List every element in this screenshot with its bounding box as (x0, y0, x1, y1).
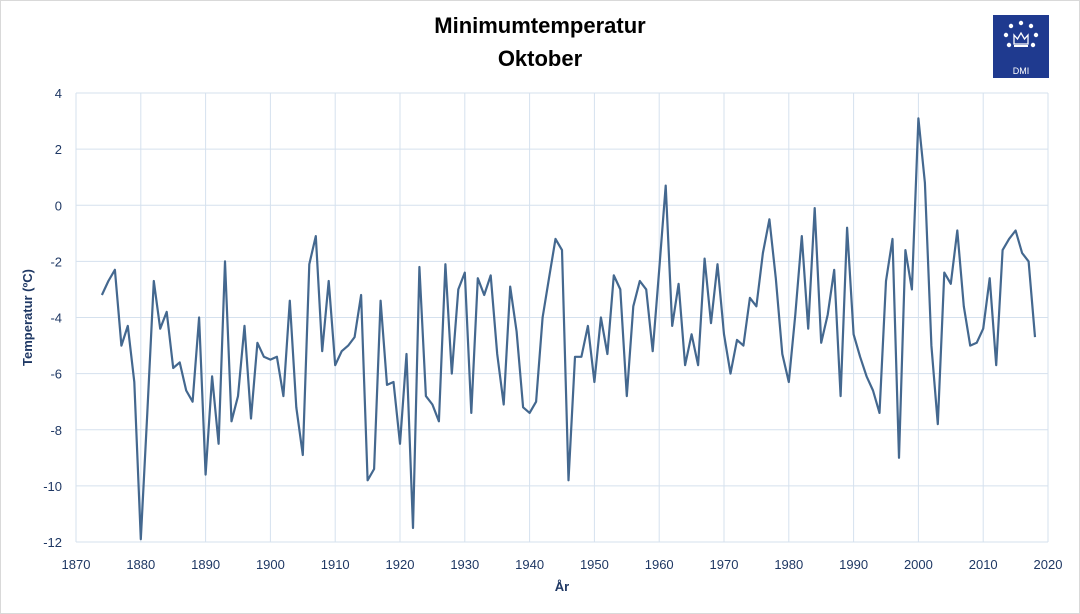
x-tick-label: 2000 (904, 557, 933, 572)
x-tick-label: 2020 (1034, 557, 1063, 572)
y-axis-label: Temperatur (ºC) (20, 269, 35, 366)
y-tick-label: -8 (50, 423, 62, 438)
y-tick-label: -2 (50, 254, 62, 269)
series-lines (100, 117, 1037, 541)
y-tick-label: 0 (55, 198, 62, 213)
x-tick-label: 1900 (256, 557, 285, 572)
x-tick-label: 2010 (969, 557, 998, 572)
crown-icon (1003, 20, 1039, 48)
x-axis-ticks: 1870 1880 1890 1900 1910 1920 1930 1940 1950 1960… (62, 557, 1063, 572)
x-tick-label: 1910 (321, 557, 350, 572)
gridlines (75, 92, 1049, 543)
y-tick-label: -4 (50, 311, 62, 326)
chart-title: Minimumtemperatur (434, 13, 646, 38)
x-tick-label: 1930 (450, 557, 479, 572)
y-tick-label: 4 (55, 86, 62, 101)
x-tick-label: 1880 (126, 557, 155, 572)
x-axis-label: År (555, 579, 569, 594)
dmi-logo: DMI (993, 15, 1049, 78)
temperature-series-line (100, 117, 1037, 541)
x-tick-label: 1970 (710, 557, 739, 572)
x-tick-label: 1980 (774, 557, 803, 572)
logo-label: DMI (1012, 66, 1030, 76)
y-tick-label: -10 (43, 479, 62, 494)
x-tick-label: 1990 (839, 557, 868, 572)
x-tick-label: 1920 (386, 557, 415, 572)
x-tick-label: 1890 (191, 557, 220, 572)
chart-subtitle: Oktober (497, 46, 583, 71)
y-tick-label: 2 (55, 142, 62, 157)
y-tick-label: -12 (43, 535, 62, 550)
x-tick-label: 1870 (62, 557, 91, 572)
y-tick-label: -6 (50, 367, 62, 382)
x-tick-label: 1950 (580, 557, 609, 572)
y-axis-ticks: -12 -10 -8 -6 -4 -2 0 2 4 (43, 86, 62, 550)
x-tick-label: 1940 (515, 557, 544, 572)
x-tick-label: 1960 (645, 557, 674, 572)
